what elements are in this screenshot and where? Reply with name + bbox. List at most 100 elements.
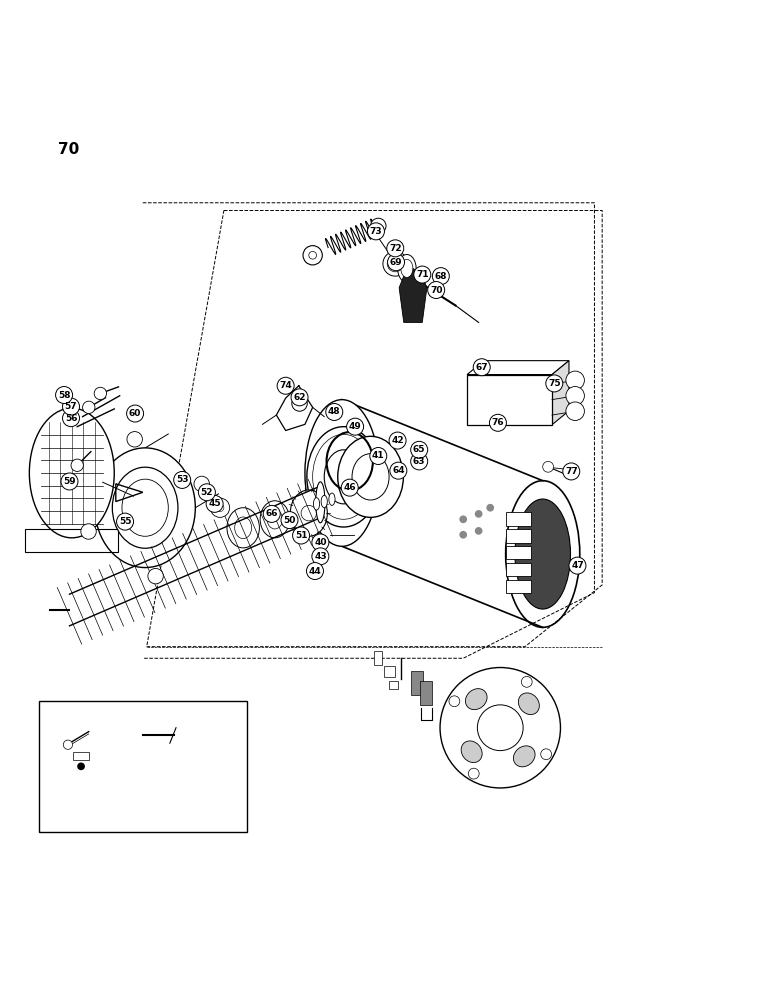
Bar [506,580,531,593]
Circle shape [63,410,80,427]
Text: 59: 59 [63,477,76,486]
Circle shape [388,254,405,271]
Text: 62: 62 [293,393,306,402]
Circle shape [56,387,73,403]
Circle shape [563,463,580,480]
Circle shape [198,484,215,501]
Text: 56: 56 [65,414,77,423]
Circle shape [449,696,460,707]
Circle shape [411,441,428,458]
Bar [389,681,398,689]
Text: 49: 49 [349,422,361,431]
Circle shape [63,740,73,749]
Bar [73,752,89,760]
Text: 57: 57 [65,402,77,411]
Ellipse shape [371,218,386,234]
Circle shape [83,401,95,414]
Circle shape [546,375,563,392]
Ellipse shape [515,499,571,609]
Polygon shape [552,361,569,425]
Circle shape [387,240,404,257]
Circle shape [77,762,85,770]
Ellipse shape [321,495,327,508]
Circle shape [370,448,387,464]
Bar [506,563,531,576]
Ellipse shape [95,448,195,568]
Bar [39,701,247,832]
Text: 50: 50 [283,516,296,525]
Text: 51: 51 [295,531,307,540]
Ellipse shape [227,508,259,548]
Circle shape [521,676,532,687]
Circle shape [440,668,560,788]
Circle shape [414,266,431,283]
Circle shape [306,563,323,580]
Ellipse shape [29,408,114,538]
Circle shape [127,432,142,447]
Circle shape [543,461,554,472]
Circle shape [263,505,280,522]
Text: 76: 76 [492,418,504,427]
Text: 65: 65 [413,445,425,454]
Ellipse shape [513,746,535,767]
Circle shape [390,462,407,479]
Circle shape [540,749,551,760]
Bar [411,671,423,695]
Bar [420,681,432,705]
Polygon shape [467,361,569,375]
Ellipse shape [260,501,290,538]
Circle shape [432,268,449,285]
Text: 70: 70 [430,286,442,295]
Text: 73: 73 [370,227,382,236]
Circle shape [194,476,209,492]
Circle shape [389,432,406,449]
Text: 42: 42 [391,436,404,445]
Ellipse shape [337,436,403,517]
Circle shape [566,387,584,405]
Text: 45: 45 [208,499,221,508]
Text: 40: 40 [314,538,327,547]
Circle shape [281,512,298,529]
Ellipse shape [329,493,335,505]
Text: 68: 68 [435,272,447,281]
Circle shape [459,531,467,539]
Circle shape [277,377,294,394]
Text: 55: 55 [119,517,131,526]
Circle shape [459,515,467,523]
Ellipse shape [383,251,408,276]
Bar [506,529,531,543]
Circle shape [477,705,523,751]
Circle shape [291,389,308,406]
Ellipse shape [398,255,416,282]
Circle shape [367,223,384,240]
Ellipse shape [290,490,327,536]
Ellipse shape [112,467,178,548]
Text: 67: 67 [476,363,488,372]
Bar [384,666,395,677]
Ellipse shape [210,498,229,517]
Circle shape [473,359,490,376]
Text: 53: 53 [176,475,188,484]
Circle shape [81,524,96,539]
Circle shape [292,396,307,411]
Circle shape [312,534,329,551]
Text: 72: 72 [389,244,401,253]
Circle shape [94,387,107,400]
Ellipse shape [401,259,413,277]
Circle shape [61,473,78,490]
Circle shape [569,557,586,574]
Text: 46: 46 [344,483,356,492]
Text: 75: 75 [548,379,560,388]
Bar [374,651,382,665]
Circle shape [341,479,358,496]
Text: 66: 66 [266,509,278,518]
Text: 43: 43 [314,552,327,561]
Polygon shape [399,268,427,322]
Circle shape [475,510,482,518]
Text: 71: 71 [416,270,428,279]
Ellipse shape [518,693,540,715]
Circle shape [71,459,83,471]
Ellipse shape [313,498,320,510]
Circle shape [174,471,191,488]
Ellipse shape [303,246,322,265]
